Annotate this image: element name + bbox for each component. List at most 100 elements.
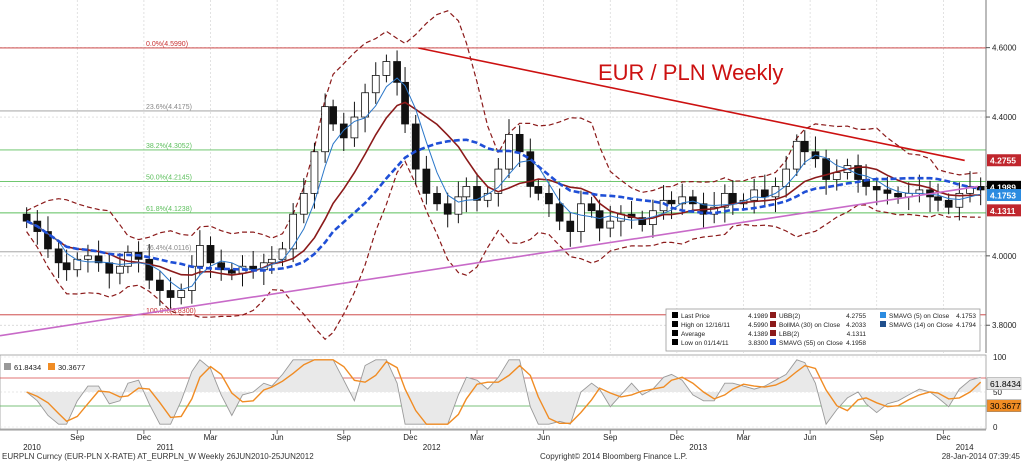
price-flag-label: 4.1989 (990, 182, 1016, 192)
candle-body (955, 192, 964, 208)
legend-value: 4.1794 (956, 322, 976, 329)
trendline-resistance (418, 47, 965, 162)
candle-body (278, 248, 287, 260)
candle-body (105, 262, 114, 274)
candle-body (894, 192, 902, 198)
candle-body (422, 168, 431, 194)
legend-label: Last Price (681, 313, 710, 320)
indicator-flags: 61.8434 30.3677 (986, 377, 1022, 412)
x-axis: Sep Dec Mar Jun Sep Dec Mar Jun Sep Dec Mar Jun Sep D… (0, 429, 986, 452)
candle-body (310, 151, 319, 194)
ind-flag-label: 61.8434 (990, 379, 1021, 389)
legend-swatch (770, 312, 776, 318)
x-month-label: Sep (70, 433, 85, 442)
candle-body (966, 186, 974, 194)
x-month-label: Jun (804, 433, 817, 442)
legend-value: 4.2755 (846, 313, 866, 320)
ind-area (26, 359, 981, 425)
legend-box: Last Price 4.1989 High on 12/16/11 4.5990 Av… (665, 308, 981, 352)
candle-body (915, 189, 924, 194)
x-month-label: Mar (737, 433, 751, 442)
sma55-line (26, 138, 981, 272)
x-month-label: Mar (204, 433, 218, 442)
candle-body (321, 106, 329, 153)
candle-body (454, 196, 463, 215)
candle-body (606, 220, 615, 229)
candle-body (62, 262, 71, 271)
candle-body (116, 265, 124, 274)
candle-body (944, 199, 953, 208)
legend-value: 3.8300 (748, 340, 768, 347)
ind-flag (986, 377, 1022, 390)
legend-label: High on 12/16/11 (681, 322, 730, 329)
legend-value: 4.1958 (846, 340, 866, 347)
x-month-label: Sep (337, 433, 352, 442)
chart-title: EUR / PLN Weekly (598, 60, 783, 85)
candle-body (22, 213, 31, 222)
ind-y-tick-label: 100 (993, 353, 1007, 362)
x-month-label: Dec (403, 433, 417, 442)
ind-y-tick-label: 0 (993, 423, 998, 432)
x-year-label: 2014 (956, 443, 974, 452)
legend-swatch (770, 321, 776, 327)
legend-swatch (672, 321, 678, 327)
legend-swatch (880, 321, 886, 327)
candle-body (545, 192, 553, 205)
ind-flag-label: 30.3677 (990, 401, 1021, 411)
price-flag-label: 4.1311 (990, 206, 1016, 216)
candle-body (782, 168, 790, 187)
legend-value: 4.2033 (846, 322, 866, 329)
candle-body (443, 203, 452, 215)
price-flag (987, 189, 1021, 202)
ind-legend-label: 61.8434 (14, 363, 41, 372)
candle-body (934, 196, 942, 201)
candle-body (678, 196, 687, 205)
legend-label: SMAVG (55) on Close (779, 340, 843, 347)
bollinger-upper (26, 10, 981, 241)
candle-body (433, 192, 441, 205)
x-month-label: Jun (537, 433, 550, 442)
price-flag (987, 204, 1021, 217)
candle-body (760, 189, 769, 198)
x-month-label: Sep (603, 433, 618, 442)
price-flag-label: 4.1753 (990, 191, 1016, 201)
footer-left: EURPLN Curncy (EUR-PLN X-RATE) AT_EURPLN… (2, 452, 314, 461)
x-year-label: 2013 (689, 443, 707, 452)
candle-body (792, 140, 801, 170)
candle-body (689, 196, 697, 205)
candle-body (227, 269, 236, 274)
candle-body (667, 199, 676, 205)
fib-label: 61.8%(4.1238) (146, 206, 192, 213)
candle-body (483, 192, 492, 201)
legend-value: 4.1753 (956, 313, 976, 320)
candle-body (124, 251, 132, 267)
candle-body (54, 248, 63, 264)
candle-body (361, 92, 369, 118)
legend-value: 4.1989 (748, 313, 768, 320)
legend-frame (665, 308, 981, 352)
x-year-label: 2011 (157, 443, 175, 452)
indicator-series (26, 359, 982, 426)
y-tick-label: 4.0000 (992, 252, 1017, 261)
x-month-label: Jun (271, 433, 284, 442)
indicator-legend: 61.8434 30.3677 (4, 363, 85, 372)
candle-body (566, 220, 575, 232)
legend-label: UBB(2) (779, 313, 800, 320)
trendline-support (0, 185, 979, 337)
footer-right: 28-Jan-2014 07:39:45 (942, 452, 1021, 461)
legend-label: BollMA (30) on Close (779, 322, 840, 329)
x-year-label: 2012 (423, 443, 441, 452)
y-tick-label: 3.8000 (992, 321, 1017, 330)
ind-line-signal (26, 359, 982, 425)
legend-label: LBB(2) (779, 331, 799, 338)
candle-body (494, 168, 503, 194)
candle-body (371, 75, 380, 94)
sma14-line (26, 77, 981, 291)
legend-value: 4.5990 (748, 322, 768, 329)
candle-body (166, 290, 175, 298)
fib-label: 50.0%(4.2145) (146, 174, 192, 181)
trendlines (0, 47, 979, 337)
fib-label: 76.4%(4.0116) (146, 245, 191, 252)
